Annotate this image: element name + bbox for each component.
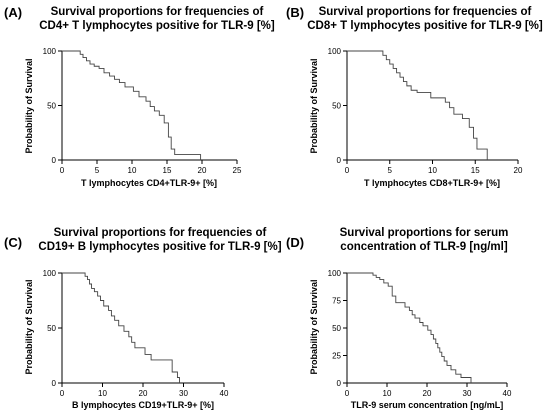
panel-b-title-line-1: Survival proportions for frequencies of (319, 6, 532, 18)
panel-d-x-tick-label: 40 (503, 389, 512, 398)
panel-d-plot: 0 10 20 30 40 0 25 50 75 100 (328, 269, 512, 398)
panel-c-x-tick-label: 0 (60, 389, 65, 398)
panel-d-letter: (D) (286, 235, 304, 250)
panel-b-letter: (B) (286, 5, 304, 20)
panel-b-y-axis-label: Probability of Survival (309, 58, 319, 153)
panel-d: (D) Survival proportions for serum conce… (286, 227, 512, 410)
panel-b-title-line-2: CD8+ T lymphocytes positive for TLR-9 [%… (307, 20, 543, 32)
panel-d-title-line-2: concentration of TLR-9 [ng/ml] (340, 241, 508, 253)
panel-b-x-tick-label: 10 (428, 166, 437, 175)
panel-d-y-tick-label: 75 (332, 297, 341, 306)
panel-a-x-tick-label: 20 (198, 166, 207, 175)
panel-d-y-tick-label: 50 (332, 324, 341, 333)
panel-b-x-axis-label: T lymphocytes CD8+TLR-9+ [%] (364, 178, 500, 188)
panel-b-x-tick-label: 5 (388, 166, 393, 175)
panel-d-x-tick-label: 0 (345, 389, 350, 398)
panel-c-y-tick-label: 100 (43, 269, 57, 278)
panel-a-y-tick-label: 100 (43, 47, 57, 56)
panel-b-x-tick-label: 15 (471, 166, 480, 175)
panel-d-y-axis-label: Probability of Survival (309, 279, 319, 374)
panel-b-y-tick-label: 100 (328, 47, 342, 56)
panel-d-y-tick-label: 100 (328, 269, 342, 278)
panel-b: (B) Survival proportions for frequencies… (286, 5, 543, 188)
panel-a-x-tick-label: 0 (60, 166, 65, 175)
panel-c-x-axis-label: B lymphocytes CD19+TLR-9+ [%] (72, 400, 214, 410)
panel-c-x-tick-label: 40 (220, 389, 229, 398)
panel-c-y-tick-label: 50 (47, 324, 56, 333)
panel-b-x-tick-label: 20 (514, 166, 523, 175)
panel-a-x-tick-label: 25 (233, 166, 242, 175)
panel-b-y-tick-label: 50 (332, 102, 341, 111)
panel-d-x-tick-label: 10 (383, 389, 392, 398)
panel-a-x-tick-label: 5 (95, 166, 100, 175)
panel-c-x-tick-label: 10 (98, 389, 107, 398)
panel-b-x-tick-label: 0 (345, 166, 350, 175)
panel-c-survival-curve (62, 272, 180, 383)
panel-b-survival-curve (347, 50, 488, 160)
panel-d-survival-curve (347, 272, 472, 383)
panel-d-x-tick-label: 30 (463, 389, 472, 398)
panel-a-x-tick-label: 15 (163, 166, 172, 175)
panel-a-plot: 0 5 10 15 20 25 0 50 100 (43, 47, 242, 175)
panel-d-y-tick-label: 0 (337, 379, 342, 388)
panel-c-letter: (C) (4, 235, 22, 250)
panel-c-x-tick-label: 30 (179, 389, 188, 398)
panel-c: (C) Survival proportions for frequencies… (4, 227, 282, 410)
panel-c-plot: 0 10 20 30 40 0 50 100 (43, 269, 229, 398)
panel-a-title-line-1: Survival proportions for frequencies of (51, 6, 264, 18)
panel-c-title-line-2: CD19+ B lymphocytes positive for TLR-9 [… (38, 241, 281, 253)
panel-a-letter: (A) (4, 5, 22, 20)
panel-c-x-tick-label: 20 (139, 389, 148, 398)
panel-d-x-axis-label: TLR-9 serum concentration [ng/mL] (351, 400, 504, 410)
panel-d-x-tick-label: 20 (423, 389, 432, 398)
panel-b-y-tick-label: 0 (337, 156, 342, 165)
panel-b-plot: 0 5 10 15 20 0 50 100 (328, 47, 523, 175)
panel-a-x-axis-label: T lymphocytes CD4+TLR-9+ [%] (81, 178, 217, 188)
panel-a: (A) Survival proportions for frequencies… (4, 5, 275, 188)
panel-a-survival-curve (62, 50, 202, 160)
panel-c-y-tick-label: 0 (52, 379, 57, 388)
panel-c-y-axis-label: Probability of Survival (24, 279, 34, 374)
panel-a-y-axis-label: Probability of Survival (24, 58, 34, 153)
panel-a-title-line-2: CD4+ T lymphocytes positive for TLR-9 [%… (39, 20, 275, 32)
panel-a-y-tick-label: 50 (47, 102, 56, 111)
panel-d-y-tick-label: 25 (332, 352, 341, 361)
panel-d-title-line-1: Survival proportions for serum (340, 227, 509, 239)
panel-c-title-line-1: Survival proportions for frequencies of (54, 227, 267, 239)
panel-a-x-tick-label: 10 (128, 166, 137, 175)
panel-a-y-tick-label: 0 (52, 156, 57, 165)
